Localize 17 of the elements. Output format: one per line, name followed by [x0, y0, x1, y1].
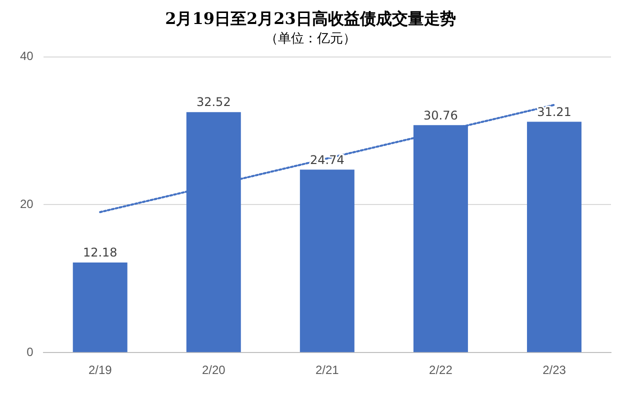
data-label: 12.18: [82, 246, 118, 260]
chart-subtitle: （单位：亿元）: [265, 31, 356, 46]
bar: [72, 262, 128, 352]
data-label: 30.76: [424, 108, 458, 122]
x-tick-label: 2/19: [88, 363, 112, 378]
data-label: 31.21: [537, 104, 572, 119]
y-tick-label: 0: [26, 344, 34, 359]
data-label: 32.52: [196, 95, 231, 110]
x-tick-label: 2/21: [315, 363, 340, 378]
y-tick-label: 20: [20, 197, 34, 212]
bar: [526, 122, 582, 352]
bar: [300, 170, 354, 352]
y-tick-label: 40: [20, 49, 34, 64]
x-tick-label: 2/22: [429, 363, 453, 378]
x-tick-label: 2/20: [202, 363, 226, 378]
x-tick-label: 2/23: [542, 363, 566, 378]
chart-title: 2月19日至2月23日高收益债成交量走势: [165, 8, 456, 28]
